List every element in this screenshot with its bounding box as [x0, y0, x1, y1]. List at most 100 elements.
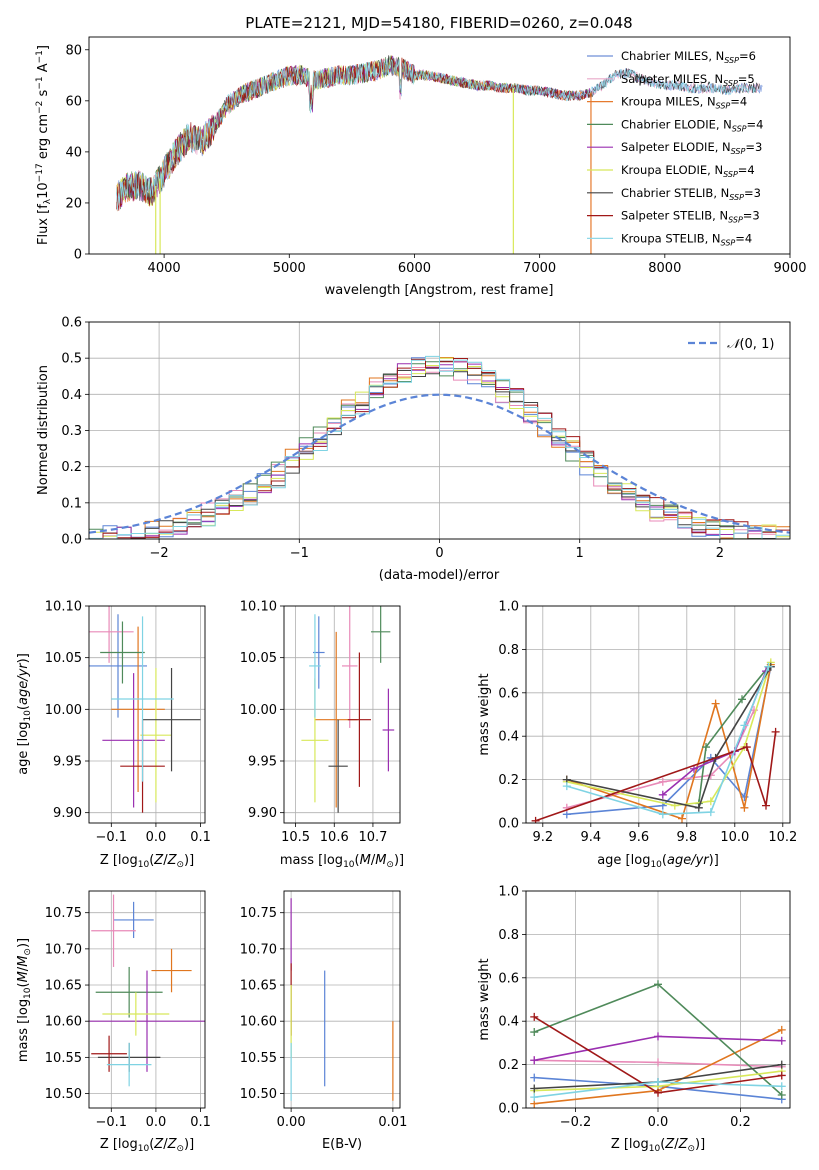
age-vs-z-ylabel: age [log10(age/yr)]: [16, 653, 33, 775]
mass-vs-z-frame: [88, 890, 206, 1109]
spectrum-series-8: [116, 58, 756, 211]
age-vs-mass-point: [382, 688, 395, 772]
residuals-xtick-label: −2: [150, 546, 169, 561]
weight-vs-z-ylabel: mass weight: [477, 958, 492, 1040]
weight-vs-z-marker: [530, 1028, 539, 1037]
residuals-xtick-label: 2: [716, 546, 724, 561]
age-vs-z-xlabel: Z [log10(Z/Z⊙)]: [100, 853, 194, 870]
age-vs-z-ytick-label: 10.00: [45, 703, 82, 718]
weight-vs-age-series-2: [562, 660, 775, 823]
spectrum-frame: [88, 36, 791, 255]
spectrum-ytick-label: 80: [65, 43, 82, 58]
weight-vs-age-marker: [678, 814, 686, 823]
weight-vs-age-ytick-label: 0.0: [498, 817, 519, 832]
age-vs-mass-xtick-label: 10.7: [358, 830, 387, 845]
spectrum-xtick-label: 5000: [273, 261, 306, 276]
legend-entry: Kroupa ELODIE, NSSP=4: [621, 163, 755, 179]
weight-vs-z-marker: [777, 1036, 786, 1045]
mass-vs-ebv-ytick-label: 10.70: [240, 942, 277, 957]
weight-vs-z-marker: [530, 1084, 539, 1093]
weight-vs-z-xtick-label: 0.2: [730, 1115, 751, 1130]
mass-vs-z-xtick-label: 0.0: [146, 1115, 167, 1130]
weight-vs-age-xlabel: age [log10(age/yr)]: [597, 853, 719, 870]
weight-vs-z-marker: [654, 1058, 662, 1067]
legend-entry: Kroupa MILES, NSSP=4: [621, 95, 747, 111]
weight-vs-age-series-7: [531, 727, 780, 823]
age-vs-mass-xtick-label: 10.6: [320, 830, 349, 845]
mass-vs-z-ytick-label: 10.70: [45, 942, 82, 957]
weight-vs-age-marker: [742, 743, 751, 752]
age-vs-z-point: [102, 673, 165, 808]
residuals-ytick-label: 0.2: [61, 460, 82, 475]
spectrum-xtick-label: 8000: [648, 261, 681, 276]
weight-vs-z-series-3: [530, 980, 786, 1099]
spectrum-series-3: [118, 55, 591, 206]
mass-vs-z-point: [113, 901, 154, 939]
weight-vs-z-ytick-label: 0.2: [498, 1058, 519, 1073]
weight-vs-age-marker: [738, 695, 746, 704]
mass-vs-z-xlabel: Z [log10(Z/Z⊙)]: [100, 1137, 194, 1154]
spectrum-ytick-label: 0: [74, 248, 82, 263]
age-vs-z-panel: −0.1 0.0 0.1 9.90 9.95 10.00 10.05 10.10 Z [log1…: [16, 600, 211, 871]
mass-vs-z-ytick-label: 10.65: [45, 979, 82, 994]
spectrum-xlabel: wavelength [Angstrom, rest frame]: [325, 283, 554, 298]
weight-vs-age-series-4: [658, 667, 770, 799]
weight-vs-age-xtick-label: 9.6: [628, 830, 649, 845]
weight-vs-age-xtick-label: 9.8: [676, 830, 697, 845]
mass-vs-ebv-frame: [283, 890, 401, 1109]
weight-vs-age-xtick-label: 10.0: [720, 830, 749, 845]
mass-vs-ebv-ytick-label: 10.55: [240, 1051, 277, 1066]
residual-histograms: [89, 355, 790, 539]
weight-vs-age-marker: [706, 808, 715, 817]
mass-vs-ebv-points: [290, 898, 394, 1101]
mass-vs-z-point: [91, 894, 136, 967]
weight-vs-age-marker: [658, 790, 667, 799]
age-vs-z-xtick-label: −0.1: [96, 830, 128, 845]
spectrum-xtick-label: 4000: [148, 261, 181, 276]
residuals-panel: −2 −1 0 1 2 0.0 0.1 0.2 0.3 0.4 0.5 0.6 (data-model)…: [36, 316, 791, 583]
age-vs-z-xtick-label: 0.1: [190, 830, 211, 845]
age-vs-z-point: [111, 616, 174, 782]
age-vs-z-ytick-label: 10.05: [45, 651, 82, 666]
mass-vs-z-xtick-label: −0.1: [96, 1115, 128, 1130]
spectrum-series-5: [116, 55, 514, 207]
residuals-xtick-label: 0: [435, 546, 443, 561]
weight-vs-age-ytick-label: 0.2: [498, 773, 519, 788]
age-vs-mass-frame: [283, 605, 401, 824]
mass-vs-z-xtick-label: 0.1: [190, 1115, 211, 1130]
weight-vs-age-marker: [771, 727, 780, 736]
mass-vs-z-ytick-label: 10.55: [45, 1051, 82, 1066]
spectrum-title: PLATE=2121, MJD=54180, FIBERID=0260, z=0…: [245, 14, 632, 32]
residuals-ytick-label: 0.4: [61, 388, 82, 403]
weight-vs-age-lines: [531, 658, 780, 823]
mass-vs-z-ylabel: mass [log10(M/M⊙)]: [16, 938, 33, 1062]
mass-vs-z-points: [89, 894, 205, 1087]
age-vs-mass-point: [328, 719, 348, 813]
weight-vs-z-frame: [525, 890, 791, 1109]
age-vs-mass-ytick-label: 10.00: [240, 703, 277, 718]
weight-vs-z-ytick-label: 0.6: [498, 971, 519, 986]
weight-vs-z-ytick-label: 0.0: [498, 1102, 519, 1117]
mass-vs-ebv-panel: 0.00 0.01 10.50 10.55 10.60 10.65 10.70 10.75 E(…: [240, 890, 407, 1152]
spectrum-lines: [116, 55, 763, 254]
weight-vs-age-marker: [562, 782, 571, 791]
age-vs-z-point: [142, 668, 201, 772]
legend-entry: Chabrier MILES, NSSP=6: [621, 49, 756, 65]
age-vs-mass-xtick-label: 10.5: [281, 830, 310, 845]
age-vs-z-ytick-label: 9.90: [53, 806, 82, 821]
age-vs-mass-panel: 10.5 10.6 10.7 9.90 9.95 10.00 10.05 10.10 mass …: [240, 600, 404, 871]
age-vs-z-ytick-label: 9.95: [53, 755, 82, 770]
residuals-ytick-label: 0.1: [61, 496, 82, 511]
mass-vs-z-point: [95, 966, 163, 1018]
mass-vs-z-ytick-label: 10.75: [45, 906, 82, 921]
mass-vs-z-point: [91, 1035, 127, 1072]
age-vs-z-point: [111, 626, 165, 792]
weight-vs-z-marker: [530, 1012, 539, 1021]
weight-vs-z-marker: [654, 1088, 662, 1097]
residuals-ytick-label: 0.5: [61, 352, 82, 367]
legend-entry: Chabrier STELIB, NSSP=3: [621, 186, 761, 202]
age-vs-mass-ytick-label: 10.05: [240, 651, 277, 666]
weight-vs-age-marker: [711, 699, 720, 708]
age-vs-z-point: [89, 606, 134, 663]
